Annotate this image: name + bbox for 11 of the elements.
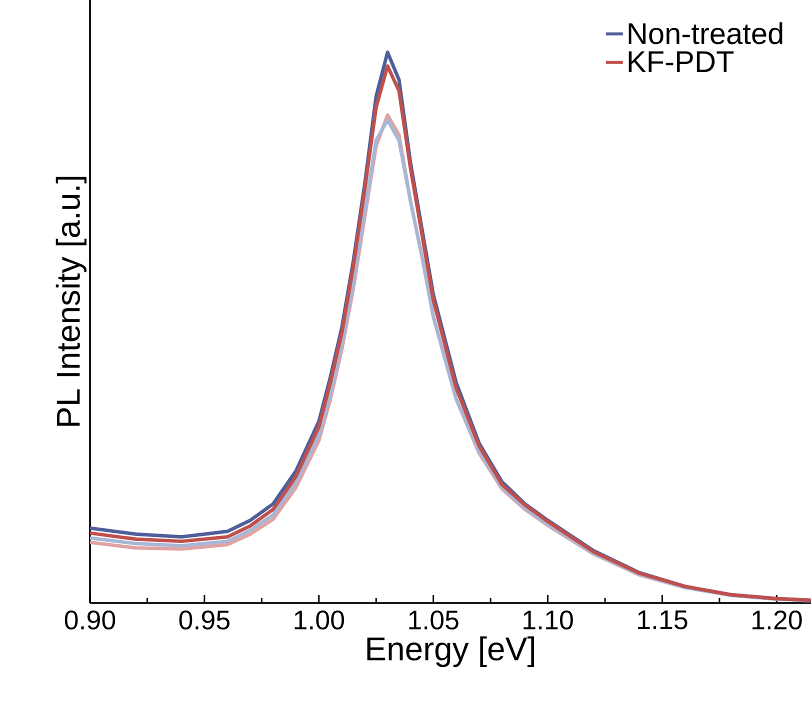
x-tick-label: 0.90 [64, 610, 116, 630]
x-tick-label: 1.05 [409, 610, 458, 630]
x-tick-label: 1.20 [752, 610, 802, 630]
legend-label: Non-treated [628, 22, 782, 44]
legend-label: KF-PDT [628, 51, 734, 72]
x-axis-title: Energy [eV] [367, 636, 534, 668]
x-tick-label: 0.95 [179, 610, 230, 630]
x-tick-label: 1.10 [524, 610, 573, 630]
x-tick-label: 1.15 [638, 610, 688, 630]
y-axis-title: PL Intensity [a.u.] [56, 176, 86, 426]
x-tick-label: 1.00 [294, 610, 344, 630]
